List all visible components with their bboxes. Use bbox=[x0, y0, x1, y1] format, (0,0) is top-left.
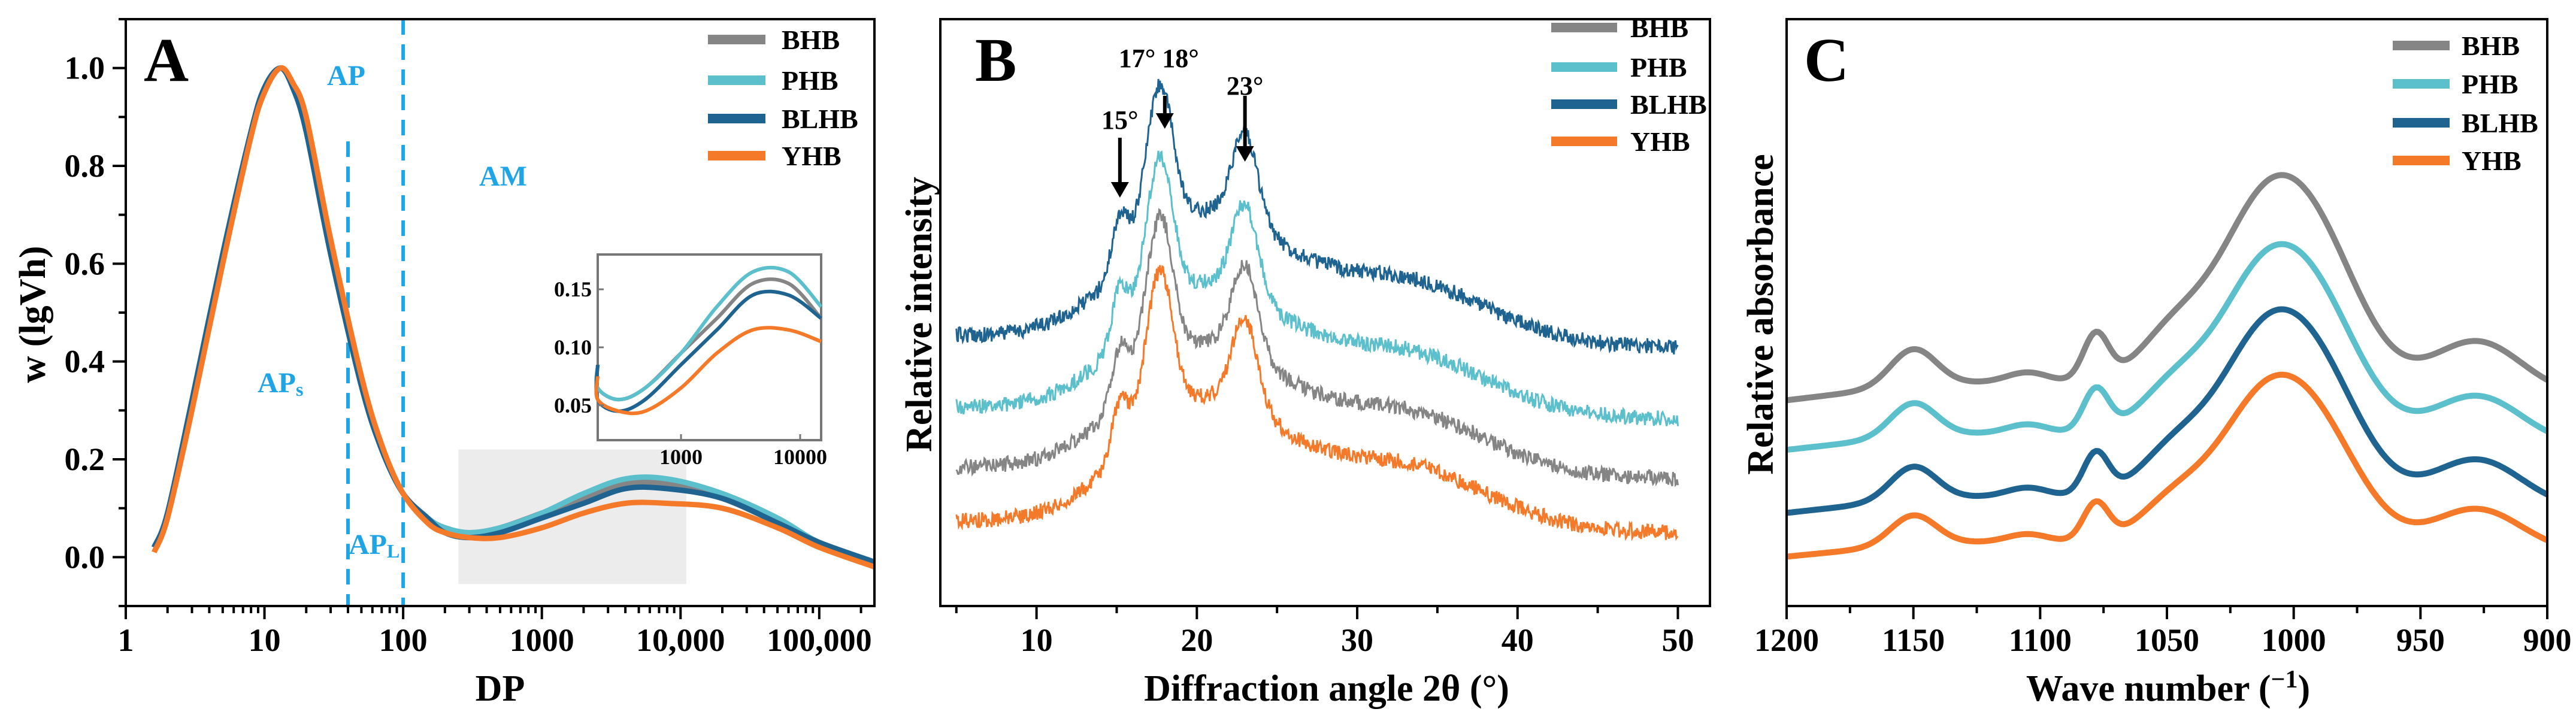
panel-label: B bbox=[975, 26, 1016, 95]
annotation-ap-s: APs bbox=[258, 367, 303, 400]
x-axis-label: Diffraction angle 2θ (°) bbox=[1144, 668, 1509, 709]
x-axis-label: Wave number (−1) bbox=[2026, 666, 2310, 709]
axis-frame bbox=[939, 18, 1711, 607]
x-axis-label-close: ) bbox=[2298, 668, 2311, 709]
x-tick-label: 10 bbox=[1021, 622, 1053, 658]
peak-label: 15° bbox=[1101, 105, 1139, 135]
y-tick-label: 0.4 bbox=[65, 344, 105, 380]
series-line-phb bbox=[955, 150, 1679, 426]
x-tick-label: 100,000 bbox=[767, 622, 872, 658]
panel-b: 10 20 30 40 50 B Diffraction angle 2θ (°) Re… bbox=[899, 13, 1711, 709]
x-tick-label: 30 bbox=[1341, 622, 1373, 658]
legend: BHB PHB BLHB YHB bbox=[2393, 31, 2538, 176]
x-tick-label: 950 bbox=[2396, 622, 2445, 658]
series-line-blhb bbox=[1786, 306, 2549, 516]
panel-label: C bbox=[1804, 26, 1849, 95]
inset-plot: 0.05 0.10 0.15 1000 10000 bbox=[554, 253, 827, 469]
legend-label-bhb: BHB bbox=[2462, 31, 2520, 61]
legend: BHB PHB BLHB YHB bbox=[708, 25, 858, 171]
legend: BHB PHB BLHB YHB bbox=[1551, 13, 1707, 157]
series-line-yhb bbox=[152, 65, 876, 569]
x-ticks: 10 20 30 40 50 bbox=[955, 606, 1694, 658]
x-tick-label: 20 bbox=[1180, 622, 1213, 658]
x-tick-label: 1000 bbox=[510, 622, 574, 658]
inset-y-tick-label: 0.05 bbox=[554, 393, 592, 417]
peak-arrow-head bbox=[1236, 146, 1254, 162]
y-axis-label: Relative absorbance bbox=[1740, 154, 1781, 475]
x-tick-label: 1150 bbox=[1882, 622, 1945, 658]
inset-series-lines bbox=[594, 265, 823, 416]
y-tick-label: 0.2 bbox=[65, 441, 105, 477]
x-axis-label: DP bbox=[476, 668, 525, 709]
series-line-bhb bbox=[955, 208, 1679, 487]
legend-label-phb: PHB bbox=[1630, 52, 1687, 83]
x-ticks: 1 10 100 1000 10,000 100,000 bbox=[118, 606, 872, 658]
y-tick-label: 0.6 bbox=[65, 246, 105, 281]
series-line-phb bbox=[1786, 241, 2549, 453]
series-line-bhb bbox=[1786, 172, 2549, 404]
x-tick-label: 40 bbox=[1502, 622, 1534, 658]
x-tick-label: 10,000 bbox=[636, 622, 725, 658]
inset-y-tick-label: 0.10 bbox=[554, 335, 592, 359]
annotation-am: AM bbox=[479, 160, 527, 192]
annotation-ap: AP bbox=[327, 60, 365, 92]
x-tick-label: 50 bbox=[1661, 622, 1694, 658]
inset-ticks: 0.05 0.10 0.15 1000 10000 bbox=[554, 277, 827, 469]
x-tick-label: 1000 bbox=[2262, 622, 2326, 658]
y-ticks: 0.0 0.2 0.4 0.6 0.8 1.0 bbox=[65, 18, 126, 607]
panel-c: 1200 1150 1100 1050 1000 950 900 C Wave number… bbox=[1740, 18, 2572, 709]
x-tick-label: 100 bbox=[379, 622, 428, 658]
x-tick-label: 1 bbox=[118, 622, 134, 658]
y-tick-label: 0.0 bbox=[65, 539, 105, 575]
legend-label-blhb: BLHB bbox=[1630, 89, 1707, 120]
panel-label: A bbox=[144, 26, 189, 95]
peak-arrow-head bbox=[1155, 113, 1174, 129]
legend-label-blhb: BLHB bbox=[782, 104, 858, 134]
y-axis-label: Relative intensity bbox=[899, 177, 940, 452]
legend-label-yhb: YHB bbox=[1630, 126, 1690, 157]
series-line-yhb bbox=[955, 265, 1679, 541]
inset-line-yhb bbox=[594, 326, 822, 416]
series-lines bbox=[955, 78, 1679, 541]
inset-y-tick-label: 0.15 bbox=[554, 277, 592, 301]
x-tick-label: 1200 bbox=[1754, 622, 1819, 658]
peak-label: 23° bbox=[1227, 71, 1264, 101]
x-tick-label: 1100 bbox=[2009, 622, 2072, 658]
inset-line-phb bbox=[594, 265, 823, 402]
y-tick-label: 1.0 bbox=[65, 50, 105, 86]
peak-annotations: 15° 17° 18° 23° bbox=[1101, 44, 1263, 198]
x-tick-label: 1050 bbox=[2135, 622, 2199, 658]
series-line-yhb bbox=[1786, 371, 2549, 560]
legend-label-phb: PHB bbox=[782, 65, 839, 96]
annotation-ap-l: APL bbox=[349, 529, 399, 562]
legend-label-yhb: YHB bbox=[782, 141, 841, 171]
series-lines bbox=[1786, 172, 2549, 560]
legend-label-bhb: BHB bbox=[782, 25, 840, 55]
legend-label-phb: PHB bbox=[2462, 69, 2519, 99]
y-tick-label: 0.8 bbox=[65, 148, 105, 184]
x-ticks: 1200 1150 1100 1050 1000 950 900 bbox=[1754, 606, 2572, 658]
annotation-ap-s-sub: s bbox=[296, 378, 303, 400]
series-line-blhb bbox=[955, 78, 1679, 355]
legend-label-bhb: BHB bbox=[1630, 13, 1688, 43]
inset-x-tick-label: 10000 bbox=[773, 445, 827, 469]
inset-x-tick-label: 1000 bbox=[659, 445, 703, 469]
peak-arrow-head bbox=[1110, 182, 1129, 198]
x-axis-label-sup: −1 bbox=[2271, 666, 2298, 693]
panel-a: 1 10 100 1000 10,000 100,000 0.0 0.2 0.4 0.6 0.8 1… bbox=[13, 18, 876, 709]
series-lines bbox=[152, 65, 876, 569]
peak-label: 17° 18° bbox=[1119, 44, 1199, 73]
legend-label-blhb: BLHB bbox=[2462, 108, 2538, 138]
annotation-ap-l-sub: L bbox=[387, 540, 399, 562]
x-tick-label: 10 bbox=[249, 622, 281, 658]
legend-label-yhb: YHB bbox=[2462, 146, 2521, 176]
y-axis-label: w (lgVh) bbox=[13, 246, 53, 383]
x-tick-label: 900 bbox=[2523, 622, 2572, 658]
